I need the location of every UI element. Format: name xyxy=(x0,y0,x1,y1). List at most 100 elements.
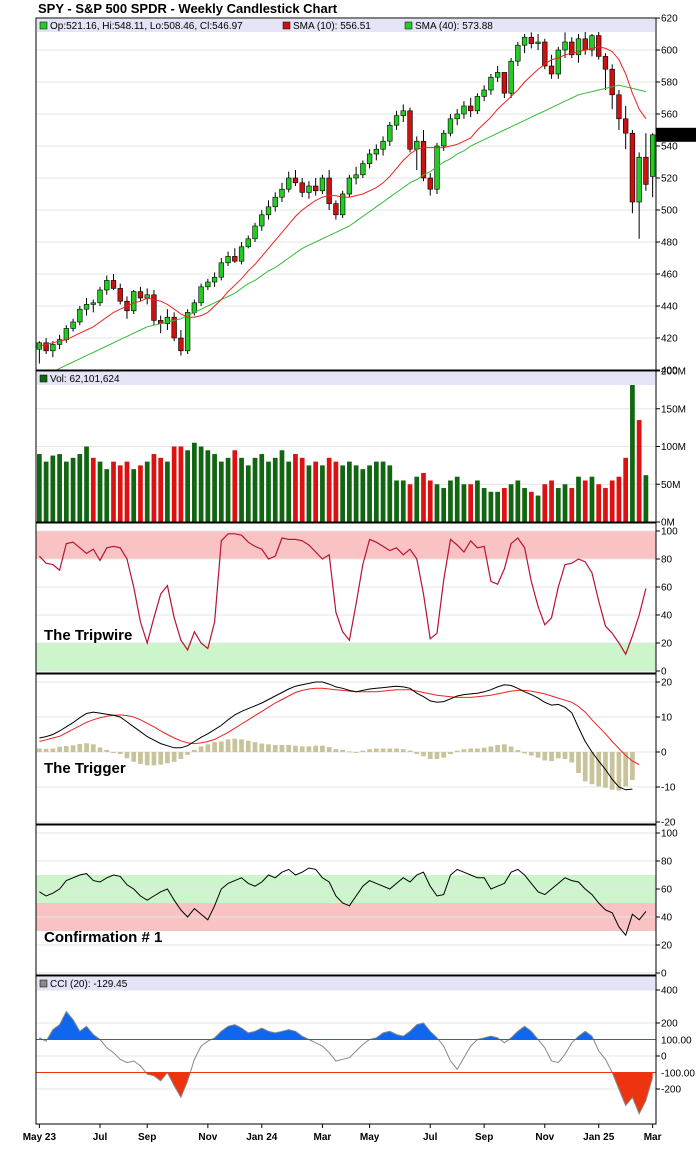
candle-body xyxy=(36,342,43,350)
ohlc-legend-swatch xyxy=(39,21,48,30)
macd-histogram-bar xyxy=(97,747,103,752)
volume-bar xyxy=(576,476,581,522)
volume-bar xyxy=(151,454,157,522)
macd-histogram-bar xyxy=(441,752,447,758)
volume-bar xyxy=(63,461,69,522)
volume-bar xyxy=(441,488,447,522)
volume-bar xyxy=(192,442,197,522)
volume-bar xyxy=(380,461,386,522)
macd-histogram-bar xyxy=(279,745,285,752)
price-axis-tick-label: 440 xyxy=(661,302,678,313)
candle-body xyxy=(596,35,602,57)
volume-bar xyxy=(636,420,642,522)
overbought-zone xyxy=(36,531,656,559)
macd-histogram-bar xyxy=(630,752,635,780)
candle-body xyxy=(393,115,400,126)
macd-histogram-bar xyxy=(596,752,602,787)
macd-histogram-bar xyxy=(313,745,319,752)
cci-axis-tick-label: 200 xyxy=(661,1019,678,1030)
volume-bar xyxy=(117,465,123,522)
macd-histogram-bar xyxy=(333,749,339,752)
volume-bar xyxy=(394,480,399,522)
macd-histogram-bar xyxy=(589,752,595,785)
candle-body xyxy=(535,41,541,44)
volume-bar xyxy=(272,457,278,522)
macd-histogram-bar xyxy=(448,752,453,755)
volume-bar xyxy=(569,488,575,522)
stochastic-line xyxy=(38,533,647,656)
macd-histogram-bar xyxy=(380,748,386,752)
confirmation-label: Confirmation # 1 xyxy=(44,929,162,946)
macd-histogram-bar xyxy=(151,752,157,766)
candle-body xyxy=(629,132,636,203)
macd-histogram-bar xyxy=(225,739,231,752)
volume-bar xyxy=(57,454,62,522)
volume-bar xyxy=(528,491,534,522)
macd-histogram-bar xyxy=(165,752,170,764)
candle-body xyxy=(360,163,366,176)
volume-bar xyxy=(111,461,116,522)
macd-histogram-bar xyxy=(562,752,568,759)
rsi-axis-tick-label: 0 xyxy=(661,969,667,980)
volume-bar xyxy=(279,450,285,522)
candle-body xyxy=(97,289,103,304)
volume-bar xyxy=(97,461,103,522)
macd-histogram-bar xyxy=(427,752,433,759)
volume-bar xyxy=(522,488,527,522)
macd-axis-tick-label: 20 xyxy=(661,678,673,689)
candle-body xyxy=(643,156,649,185)
candle-body xyxy=(252,225,258,240)
volume-bar xyxy=(603,488,608,522)
volume-bar xyxy=(448,480,453,522)
candle-body xyxy=(494,72,501,78)
candle-body xyxy=(353,174,359,179)
macd-histogram-bar xyxy=(90,744,96,752)
volume-bar xyxy=(333,461,339,522)
macd-histogram-bar xyxy=(515,749,521,752)
macd-histogram-bar xyxy=(259,743,265,752)
candle-body xyxy=(83,304,90,310)
macd-histogram-bar xyxy=(347,751,352,753)
candle-body xyxy=(447,118,454,134)
candle-body xyxy=(649,134,656,177)
volume-axis-tick-label: 0M xyxy=(661,518,675,529)
price-axis-tick-label: 600 xyxy=(661,46,678,57)
volume-bar xyxy=(407,484,413,522)
candle-body xyxy=(508,60,514,94)
cci-upper-reference-label: 100.00 xyxy=(661,1036,692,1047)
price-panel-border xyxy=(35,17,657,371)
candle-body xyxy=(225,256,231,264)
volume-bar xyxy=(313,461,319,522)
macd-histogram-bar xyxy=(582,752,588,782)
macd-panel-border xyxy=(35,673,657,825)
macd-histogram-bar xyxy=(373,748,379,752)
candle-body xyxy=(198,286,204,304)
volume-bar xyxy=(414,476,420,522)
volume-legend: Vol: 62,101,624 xyxy=(50,374,120,385)
macd-histogram-bar xyxy=(495,745,500,752)
candle-body xyxy=(461,105,467,115)
candle-body xyxy=(245,238,251,248)
volume-panel-border xyxy=(35,370,657,523)
candle-body xyxy=(70,321,76,329)
ohlc-legend: Op:521.16, Hi:548.11, Lo:508.46, Cl:546.… xyxy=(50,21,243,32)
macd-histogram-bar xyxy=(576,752,581,773)
volume-bar xyxy=(400,480,406,522)
cci-legend: CCI (20): -129.45 xyxy=(50,979,128,990)
macd-line xyxy=(39,681,633,791)
candle-body xyxy=(151,294,157,321)
cci-lower-reference-label: -100.00 xyxy=(661,1069,695,1080)
volume-bar xyxy=(373,461,379,522)
volume-axis-tick-label: 150M xyxy=(661,404,686,415)
candle-body xyxy=(286,177,292,190)
volume-bar xyxy=(535,495,541,522)
macd-histogram-bar xyxy=(434,752,440,759)
volume-legend-swatch xyxy=(39,374,48,383)
volume-bar xyxy=(562,484,568,522)
candle-body xyxy=(562,41,568,51)
sma10-legend-swatch xyxy=(282,21,291,30)
macd-histogram-bar xyxy=(522,752,527,754)
candle-body xyxy=(474,96,481,112)
candle-body xyxy=(339,193,346,216)
